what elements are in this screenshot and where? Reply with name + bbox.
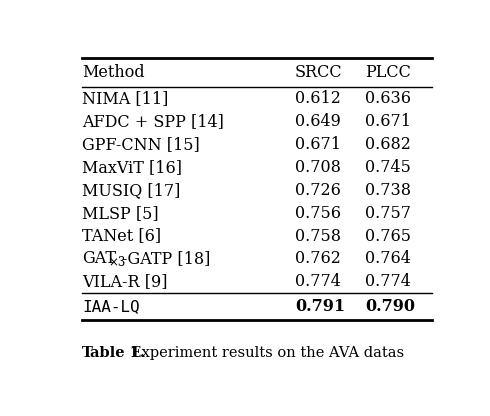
Text: PLCC: PLCC <box>365 64 411 81</box>
Text: 0.790: 0.790 <box>365 298 415 315</box>
Text: MaxViT [16]: MaxViT [16] <box>82 159 182 176</box>
Text: GAT: GAT <box>82 250 116 267</box>
Text: 0.756: 0.756 <box>295 205 341 222</box>
Text: GPF-CNN [15]: GPF-CNN [15] <box>82 136 200 153</box>
Text: 0.726: 0.726 <box>295 182 341 199</box>
Text: 0.774: 0.774 <box>365 273 411 290</box>
Text: 0.682: 0.682 <box>365 136 411 153</box>
Text: 0.765: 0.765 <box>365 228 411 245</box>
Text: Experiment results on the AVA datas: Experiment results on the AVA datas <box>131 346 404 359</box>
Text: TANet [6]: TANet [6] <box>82 228 161 245</box>
Text: 0.708: 0.708 <box>295 159 341 176</box>
Text: T: T <box>82 346 93 359</box>
Text: 0.671: 0.671 <box>365 113 411 130</box>
Text: 0.757: 0.757 <box>365 205 411 222</box>
Text: 0.636: 0.636 <box>365 90 411 107</box>
Text: SRCC: SRCC <box>295 64 343 81</box>
Text: NIMA [11]: NIMA [11] <box>82 90 169 107</box>
Text: 0.649: 0.649 <box>295 113 341 130</box>
Text: able 1.: able 1. <box>91 346 146 359</box>
Text: 0.745: 0.745 <box>365 159 411 176</box>
Text: MUSIQ [17]: MUSIQ [17] <box>82 182 180 199</box>
Text: 0.738: 0.738 <box>365 182 411 199</box>
Text: IAA-LQ: IAA-LQ <box>82 299 140 314</box>
Text: 0.791: 0.791 <box>295 298 345 315</box>
Text: AFDC + SPP [14]: AFDC + SPP [14] <box>82 113 224 130</box>
Text: 0.758: 0.758 <box>295 228 341 245</box>
Text: ×3: ×3 <box>108 255 125 269</box>
Text: -GATP [18]: -GATP [18] <box>122 250 210 267</box>
Text: 0.612: 0.612 <box>295 90 341 107</box>
Text: VILA-R [9]: VILA-R [9] <box>82 273 168 290</box>
Text: 0.774: 0.774 <box>295 273 341 290</box>
Text: 0.764: 0.764 <box>365 250 411 267</box>
Text: 0.762: 0.762 <box>295 250 341 267</box>
Text: Method: Method <box>82 64 145 81</box>
Text: 0.671: 0.671 <box>295 136 341 153</box>
Text: MLSP [5]: MLSP [5] <box>82 205 159 222</box>
